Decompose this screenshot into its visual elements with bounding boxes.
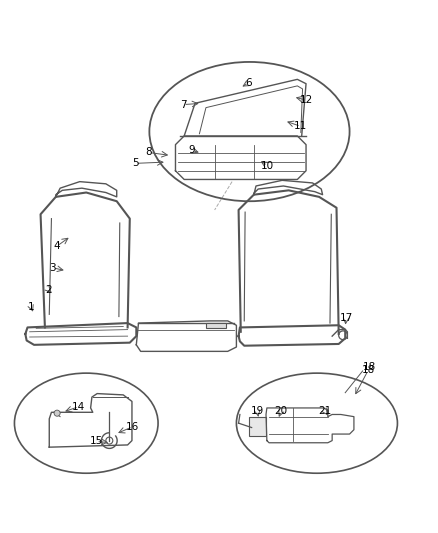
Text: 20: 20 <box>275 406 288 416</box>
Text: 11: 11 <box>294 122 307 131</box>
Text: 3: 3 <box>49 263 56 273</box>
Text: 1: 1 <box>28 302 34 312</box>
Circle shape <box>54 410 60 416</box>
Text: 8: 8 <box>145 148 152 157</box>
Text: 7: 7 <box>180 100 187 110</box>
Text: 18: 18 <box>363 362 376 373</box>
Text: 21: 21 <box>318 406 332 416</box>
Bar <box>206 323 226 328</box>
Text: 19: 19 <box>251 406 264 416</box>
Text: 4: 4 <box>54 241 60 251</box>
Text: 15: 15 <box>90 437 103 447</box>
Text: 18: 18 <box>362 365 375 375</box>
Text: 5: 5 <box>132 158 139 168</box>
Text: 9: 9 <box>189 146 195 155</box>
Text: 10: 10 <box>261 160 274 171</box>
Text: 14: 14 <box>72 402 85 411</box>
Text: 16: 16 <box>126 422 139 432</box>
Text: 2: 2 <box>45 285 52 295</box>
Text: 6: 6 <box>245 78 252 88</box>
Text: 17: 17 <box>339 313 353 323</box>
Text: 12: 12 <box>300 95 314 105</box>
Bar <box>250 417 266 436</box>
